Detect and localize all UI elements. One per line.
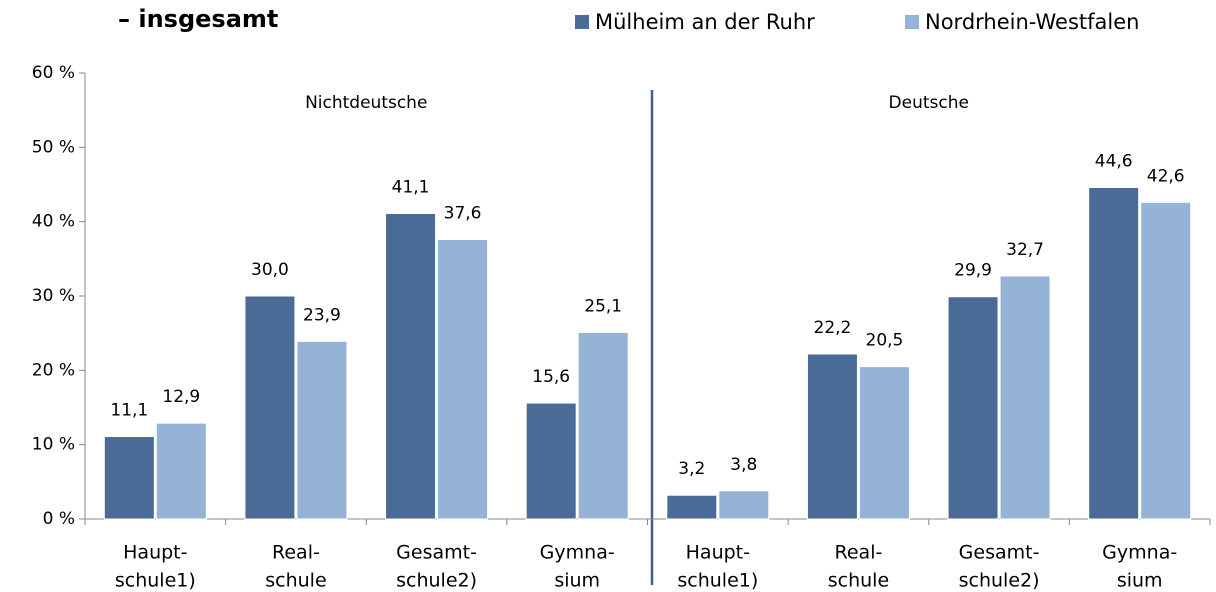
value-label: 44,6 [1095, 151, 1133, 171]
bar [296, 340, 348, 520]
y-tick-label: 20 % [32, 360, 75, 380]
legend-label: Nordrhein-Westfalen [925, 10, 1139, 34]
x-tick-label: Gymna- [540, 542, 615, 564]
x-tick-label: schule1) [677, 570, 758, 592]
value-label: 20,5 [866, 331, 904, 351]
y-tick-label: 60 % [32, 63, 75, 83]
x-tick-label: Haupt- [686, 542, 750, 564]
group-label: Deutsche [889, 93, 969, 113]
value-label: 30,0 [251, 260, 289, 280]
group-label: Nichtdeutsche [305, 93, 427, 113]
bar [1088, 186, 1140, 520]
x-tick-label: sium [1117, 570, 1163, 592]
value-label: 41,1 [392, 177, 430, 197]
value-label: 25,1 [584, 296, 622, 316]
value-label: 3,8 [730, 455, 757, 475]
bar [947, 296, 999, 520]
bar [666, 494, 718, 520]
bar [806, 353, 858, 520]
value-label: 32,7 [1006, 240, 1044, 260]
legend-label: Mülheim an der Ruhr [595, 10, 815, 34]
y-tick-label: 50 % [32, 137, 75, 157]
x-tick-label: schule [828, 570, 889, 592]
bar [858, 366, 910, 520]
bar [244, 295, 296, 520]
bar [103, 435, 155, 520]
value-label: 29,9 [954, 261, 992, 281]
y-tick-label: 40 % [32, 212, 75, 232]
bar [999, 275, 1051, 520]
x-tick-label: schule2) [396, 570, 477, 592]
value-label: 22,2 [814, 318, 852, 338]
x-tick-label: Real- [272, 542, 320, 564]
x-tick-label: Haupt- [123, 542, 187, 564]
x-tick-label: Real- [835, 542, 883, 564]
bar [437, 239, 489, 520]
y-tick-label: 0 % [43, 509, 75, 529]
x-tick-label: Gesamt- [959, 542, 1040, 564]
y-tick-label: 10 % [32, 435, 75, 455]
value-label: 42,6 [1147, 166, 1185, 186]
value-label: 15,6 [532, 367, 570, 387]
x-tick-label: schule [265, 570, 326, 592]
bar [718, 490, 770, 520]
value-label: 11,1 [110, 400, 148, 420]
y-tick-label: 30 % [32, 286, 75, 306]
bar [1140, 201, 1192, 520]
legend-swatch [575, 15, 589, 29]
x-tick-label: Gymna- [1102, 542, 1177, 564]
legend-swatch [905, 15, 919, 29]
value-label: 37,6 [444, 204, 482, 224]
bar [155, 422, 207, 520]
bar [385, 212, 437, 520]
x-tick-label: schule1) [115, 570, 196, 592]
chart-title: – insgesamt [118, 5, 278, 33]
bar [577, 331, 629, 520]
x-tick-label: schule2) [959, 570, 1040, 592]
bar [525, 402, 577, 520]
value-label: 23,9 [303, 305, 341, 325]
x-tick-label: sium [554, 570, 600, 592]
x-tick-label: Gesamt- [396, 542, 477, 564]
value-label: 3,2 [678, 459, 705, 479]
value-label: 12,9 [162, 387, 200, 407]
